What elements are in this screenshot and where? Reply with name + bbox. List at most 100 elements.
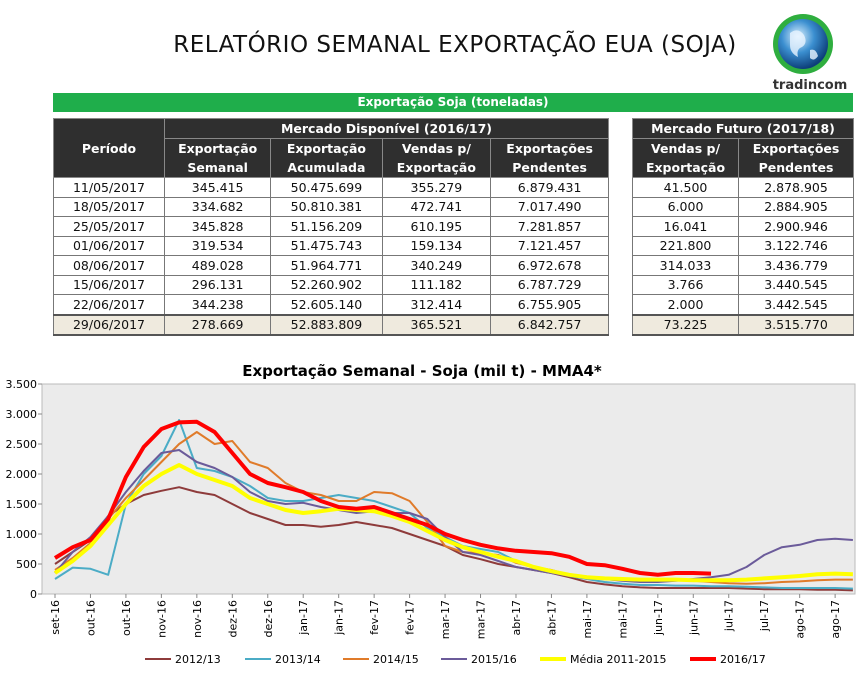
table-cell: 355.279	[381, 177, 492, 198]
table-cell: 111.182	[381, 274, 492, 295]
table-cell: 319.534	[163, 235, 272, 256]
series-line	[54, 431, 853, 585]
x-tick-label: set-16	[49, 600, 62, 635]
table-cell: 08/06/2017	[53, 255, 165, 276]
table-cell: 345.415	[163, 177, 272, 198]
y-tick-label: 3.000	[6, 408, 38, 421]
table-cell: 610.195	[381, 216, 492, 237]
x-tick-label: dez-16	[262, 600, 275, 638]
table-row: 18/05/2017 334.682 50.810.381 472.741 7.017.…	[53, 196, 609, 217]
table-row: 01/06/2017 319.534 51.475.743 159.134 7.121.…	[53, 235, 609, 256]
table-cell: 52.260.902	[270, 274, 383, 295]
table-cell: 2.000	[631, 294, 740, 315]
x-tick-label: nov-16	[191, 600, 204, 638]
column-header: Exportações Pendentes	[490, 138, 609, 178]
table-row: 73.225 3.515.770	[631, 313, 854, 336]
table-cell: 25/05/2017	[53, 216, 165, 237]
legend-label: 2015/16	[471, 653, 517, 666]
table-cell: 3.766	[631, 274, 740, 295]
logo	[773, 14, 833, 74]
column-header: Exportação Acumulada	[270, 138, 383, 178]
table-cell: 6.842.757	[490, 313, 609, 336]
table-cell: 2.884.905	[738, 196, 854, 217]
table-cell: 6.787.729	[490, 274, 609, 295]
table-cell: 7.017.490	[490, 196, 609, 217]
chart: Exportação Semanal - Soja (mil t) - MMA4…	[6, 362, 856, 666]
x-tick-label: mar-17	[475, 600, 488, 639]
table-row: 22/06/2017 344.238 52.605.140 312.414 6.755.…	[53, 294, 609, 315]
x-tick-label: jun-17	[652, 600, 665, 636]
table-cell: 52.605.140	[270, 294, 383, 315]
x-tick-label: ago-17	[829, 600, 842, 639]
column-header: Vendas p/ Exportação	[631, 138, 740, 178]
table-row: 6.000 2.884.905	[631, 196, 854, 217]
x-tick-label: jun-17	[687, 600, 700, 636]
table-row: 41.500 2.878.905	[631, 177, 854, 198]
table-cell: 489.028	[163, 255, 272, 276]
y-tick-label: 2.500	[6, 438, 38, 451]
table-cell: 01/06/2017	[53, 235, 165, 256]
table-cell: 50.475.699	[270, 177, 383, 198]
table-row: 29/06/2017 278.669 52.883.809 365.521 6.842.…	[53, 313, 609, 336]
x-tick-label: jan-17	[297, 600, 310, 636]
available-market-table: Período Mercado Disponível (2016/17) Expor…	[53, 118, 609, 336]
table-cell: 52.883.809	[270, 313, 383, 336]
table-row: 11/05/2017 345.415 50.475.699 355.279 6.879.…	[53, 177, 609, 198]
table-cell: 334.682	[163, 196, 272, 217]
table-cell: 16.041	[631, 216, 740, 237]
header-row: Vendas p/ Exportação Exportações Pendente…	[631, 138, 854, 178]
y-tick-label: 2.000	[6, 468, 38, 481]
table-cell: 344.238	[163, 294, 272, 315]
table-cell: 2.878.905	[738, 177, 854, 198]
x-tick-label: mai-17	[581, 600, 594, 638]
table-cell: 3.436.779	[738, 255, 854, 276]
x-tick-label: abr-17	[545, 600, 558, 636]
table-row: 314.033 3.436.779	[631, 255, 854, 276]
table-cell: 278.669	[163, 313, 272, 336]
group-header: Mercado Futuro (2017/18)	[632, 118, 854, 139]
x-tick-label: jul-17	[723, 600, 736, 632]
table-cell: 3.515.770	[738, 313, 854, 336]
table-cell: 73.225	[631, 313, 740, 336]
x-tick-label: dez-16	[226, 600, 239, 638]
column-header: Vendas p/ Exportação	[381, 138, 492, 178]
table-row: 08/06/2017 489.028 51.964.771 340.249 6.972.…	[53, 255, 609, 276]
x-tick-label: fev-17	[404, 600, 417, 635]
table-row: 3.766 3.440.545	[631, 274, 854, 295]
table-cell: 51.156.209	[270, 216, 383, 237]
table-cell: 15/06/2017	[53, 274, 165, 295]
table-cell: 365.521	[381, 313, 492, 336]
table-cell: 314.033	[631, 255, 740, 276]
table-row: 221.800 3.122.746	[631, 235, 854, 256]
table-cell: 312.414	[381, 294, 492, 315]
y-tick-label: 1.500	[6, 498, 38, 511]
table-cell: 7.121.457	[490, 235, 609, 256]
x-tick-label: out-16	[120, 600, 133, 636]
table-cell: 3.442.545	[738, 294, 854, 315]
x-tick-label: fev-17	[368, 600, 381, 635]
column-header: Exportações Pendentes	[738, 138, 854, 178]
table-caption: Exportação Soja (toneladas)	[53, 93, 853, 112]
table-cell: 11/05/2017	[53, 177, 165, 198]
table-cell: 22/06/2017	[53, 294, 165, 315]
table-cell: 51.475.743	[270, 235, 383, 256]
table-cell: 6.972.678	[490, 255, 609, 276]
table-cell: 29/06/2017	[53, 313, 165, 336]
x-tick-label: ago-17	[794, 600, 807, 639]
series-line	[53, 419, 712, 577]
table-row: 2.000 3.442.545	[631, 294, 854, 315]
y-tick-label: 1.000	[6, 528, 38, 541]
table-cell: 345.828	[163, 216, 272, 237]
group-header: Mercado Disponível (2016/17)	[164, 118, 609, 139]
table-cell: 472.741	[381, 196, 492, 217]
legend-label: 2013/14	[275, 653, 321, 666]
table-cell: 18/05/2017	[53, 196, 165, 217]
column-header: Exportação Semanal	[163, 138, 272, 178]
x-tick-label: jan-17	[333, 600, 346, 636]
legend-label: Média 2011-2015	[570, 653, 667, 666]
table-cell: 41.500	[631, 177, 740, 198]
y-tick-label: 0	[30, 588, 37, 601]
series-line	[53, 463, 853, 583]
series-line	[54, 486, 853, 592]
